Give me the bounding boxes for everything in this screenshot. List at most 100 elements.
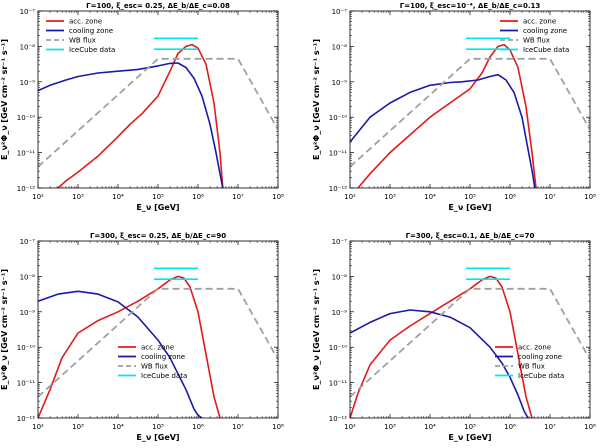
y-tick-label: 10⁻⁷ — [332, 238, 348, 246]
chart-panel-1: 10² 10³ 10⁴ 10⁵ 10⁶ 10⁷ 10⁸ 10⁻¹² 10⁻¹¹ 10⁻¹⁰ 10⁻⁹… — [0, 2, 284, 212]
y-tick-label: 10⁻¹¹ — [17, 380, 35, 388]
legend-label: WB flux — [523, 37, 550, 45]
plot-frame — [37, 240, 279, 419]
chart-title: Γ=300, ξ_esc= 0.25, ΔE_b/ΔE_c=90 — [90, 232, 226, 240]
x-tick-label: 10² — [344, 423, 356, 431]
chart-title: Γ=100, ξ_esc=10⁻⁴, ΔE_b/ΔE_c=0.13 — [400, 2, 541, 10]
y-tick-label: 10⁻⁸ — [20, 43, 36, 51]
x-tick-label: 10⁶ — [504, 193, 516, 201]
y-tick-label: 10⁻¹⁰ — [17, 344, 35, 352]
y-tick-label: 10⁻¹⁰ — [329, 344, 347, 352]
y-tick-label: 10⁻⁷ — [20, 238, 36, 246]
series-group — [350, 267, 590, 418]
chart-panel-4: 10² 10³ 10⁴ 10⁵ 10⁶ 10⁷ 10⁸ 10⁻¹² 10⁻¹¹ 10⁻¹⁰ 10⁻⁹… — [312, 232, 596, 442]
legend-label: cooling zone — [141, 353, 185, 361]
y-tick-label: 10⁻⁹ — [20, 79, 36, 87]
x-tick-label: 10³ — [72, 193, 84, 201]
legend-label: IceCube data — [141, 372, 187, 380]
y-axis-label: E_ν²Φ_ν [GeV cm⁻² sr⁻¹ s⁻¹] — [312, 269, 321, 390]
cooling-zone-line — [38, 62, 224, 188]
x-tick-label: 10² — [32, 193, 44, 201]
x-tick-label: 10⁸ — [272, 423, 284, 431]
x-tick-label: 10⁶ — [192, 193, 204, 201]
x-tick-label: 10⁷ — [232, 193, 244, 201]
y-axis-label: E_ν²Φ_ν [GeV cm⁻² sr⁻¹ s⁻¹] — [0, 39, 9, 160]
legend-label: WB flux — [69, 37, 96, 45]
cooling-zone-line — [350, 309, 529, 418]
y-tick-label: 10⁻⁸ — [332, 43, 348, 51]
y-tick-label: 10⁻¹² — [329, 185, 347, 193]
plot-frame — [349, 240, 591, 419]
y-tick-label: 10⁻⁷ — [332, 8, 348, 16]
y-axis-label: E_ν²Φ_ν [GeV cm⁻² sr⁻¹ s⁻¹] — [312, 39, 321, 160]
y-tick-label: 10⁻⁹ — [332, 79, 348, 87]
x-tick-label: 10⁵ — [152, 193, 164, 201]
legend-label: IceCube data — [523, 46, 569, 54]
x-tick-label: 10⁸ — [584, 193, 596, 201]
y-tick-label: 10⁻⁸ — [332, 273, 348, 281]
x-tick-label: 10⁶ — [504, 423, 516, 431]
x-tick-label: 10⁷ — [544, 193, 556, 201]
plot-frame — [37, 10, 279, 189]
series-group — [38, 37, 278, 188]
y-tick-label: 10⁻⁷ — [20, 8, 36, 16]
cooling-zone-line — [38, 290, 203, 418]
series-group — [38, 267, 278, 418]
x-tick-label: 10⁷ — [544, 423, 556, 431]
x-tick-label: 10⁴ — [424, 193, 436, 201]
wb-flux-line — [350, 287, 590, 398]
legend-label: acc. zone — [141, 344, 174, 352]
acc-zone-line — [350, 275, 533, 418]
y-tick-label: 10⁻⁸ — [20, 273, 36, 281]
acc-zone-line — [357, 43, 537, 188]
x-tick-label: 10⁵ — [152, 423, 164, 431]
chart-title: Γ=300, ξ_esc=0.1, ΔE_b/ΔE_c=70 — [406, 232, 535, 240]
chart-title: Γ=100, ξ_esc= 0.25, ΔE_b/ΔE_c=0.08 — [86, 2, 230, 10]
wb-flux-line — [350, 57, 590, 168]
plot-frame — [349, 10, 591, 189]
y-tick-label: 10⁻¹⁰ — [17, 114, 35, 122]
y-tick-label: 10⁻¹² — [17, 415, 35, 423]
x-tick-label: 10⁶ — [192, 423, 204, 431]
wb-flux-line — [38, 287, 278, 398]
x-axis-label: E_ν [GeV] — [448, 203, 491, 212]
x-tick-label: 10⁴ — [112, 193, 124, 201]
y-tick-label: 10⁻⁹ — [20, 309, 36, 317]
chart-panel-3: 10² 10³ 10⁴ 10⁵ 10⁶ 10⁷ 10⁸ 10⁻¹² 10⁻¹¹ 10⁻¹⁰ 10⁻⁹… — [0, 232, 284, 442]
y-axis-label: E_ν²Φ_ν [GeV cm⁻² sr⁻¹ s⁻¹] — [0, 269, 9, 390]
legend-label: WB flux — [518, 363, 545, 371]
x-tick-label: 10⁵ — [464, 423, 476, 431]
wb-flux-line — [38, 57, 278, 168]
x-tick-label: 10³ — [384, 423, 396, 431]
x-tick-label: 10⁴ — [424, 423, 436, 431]
y-tick-label: 10⁻⁹ — [332, 309, 348, 317]
y-tick-label: 10⁻¹² — [17, 185, 35, 193]
x-axis-label: E_ν [GeV] — [448, 433, 491, 442]
legend-label: cooling zone — [518, 353, 562, 361]
y-tick-label: 10⁻¹¹ — [17, 150, 35, 158]
x-tick-label: 10⁸ — [584, 423, 596, 431]
y-tick-label: 10⁻¹¹ — [329, 150, 347, 158]
x-tick-label: 10⁵ — [464, 193, 476, 201]
acc-zone-line — [38, 275, 221, 418]
acc-zone-line — [57, 43, 224, 188]
y-tick-label: 10⁻¹² — [329, 415, 347, 423]
legend-label: cooling zone — [69, 27, 113, 35]
x-tick-label: 10² — [32, 423, 44, 431]
chart-panel-2: 10² 10³ 10⁴ 10⁵ 10⁶ 10⁷ 10⁸ 10⁻¹² 10⁻¹¹ 10⁻¹⁰ 10⁻⁹… — [312, 2, 596, 212]
y-tick-label: 10⁻¹⁰ — [329, 114, 347, 122]
series-group — [350, 37, 590, 188]
legend-label: acc. zone — [518, 344, 551, 352]
legend-label: IceCube data — [518, 372, 564, 380]
legend-label: cooling zone — [523, 27, 567, 35]
x-tick-label: 10³ — [72, 423, 84, 431]
x-tick-label: 10⁴ — [112, 423, 124, 431]
legend-label: IceCube data — [69, 46, 115, 54]
cooling-zone-line — [350, 73, 536, 188]
x-tick-label: 10³ — [384, 193, 396, 201]
x-tick-label: 10⁸ — [272, 193, 284, 201]
